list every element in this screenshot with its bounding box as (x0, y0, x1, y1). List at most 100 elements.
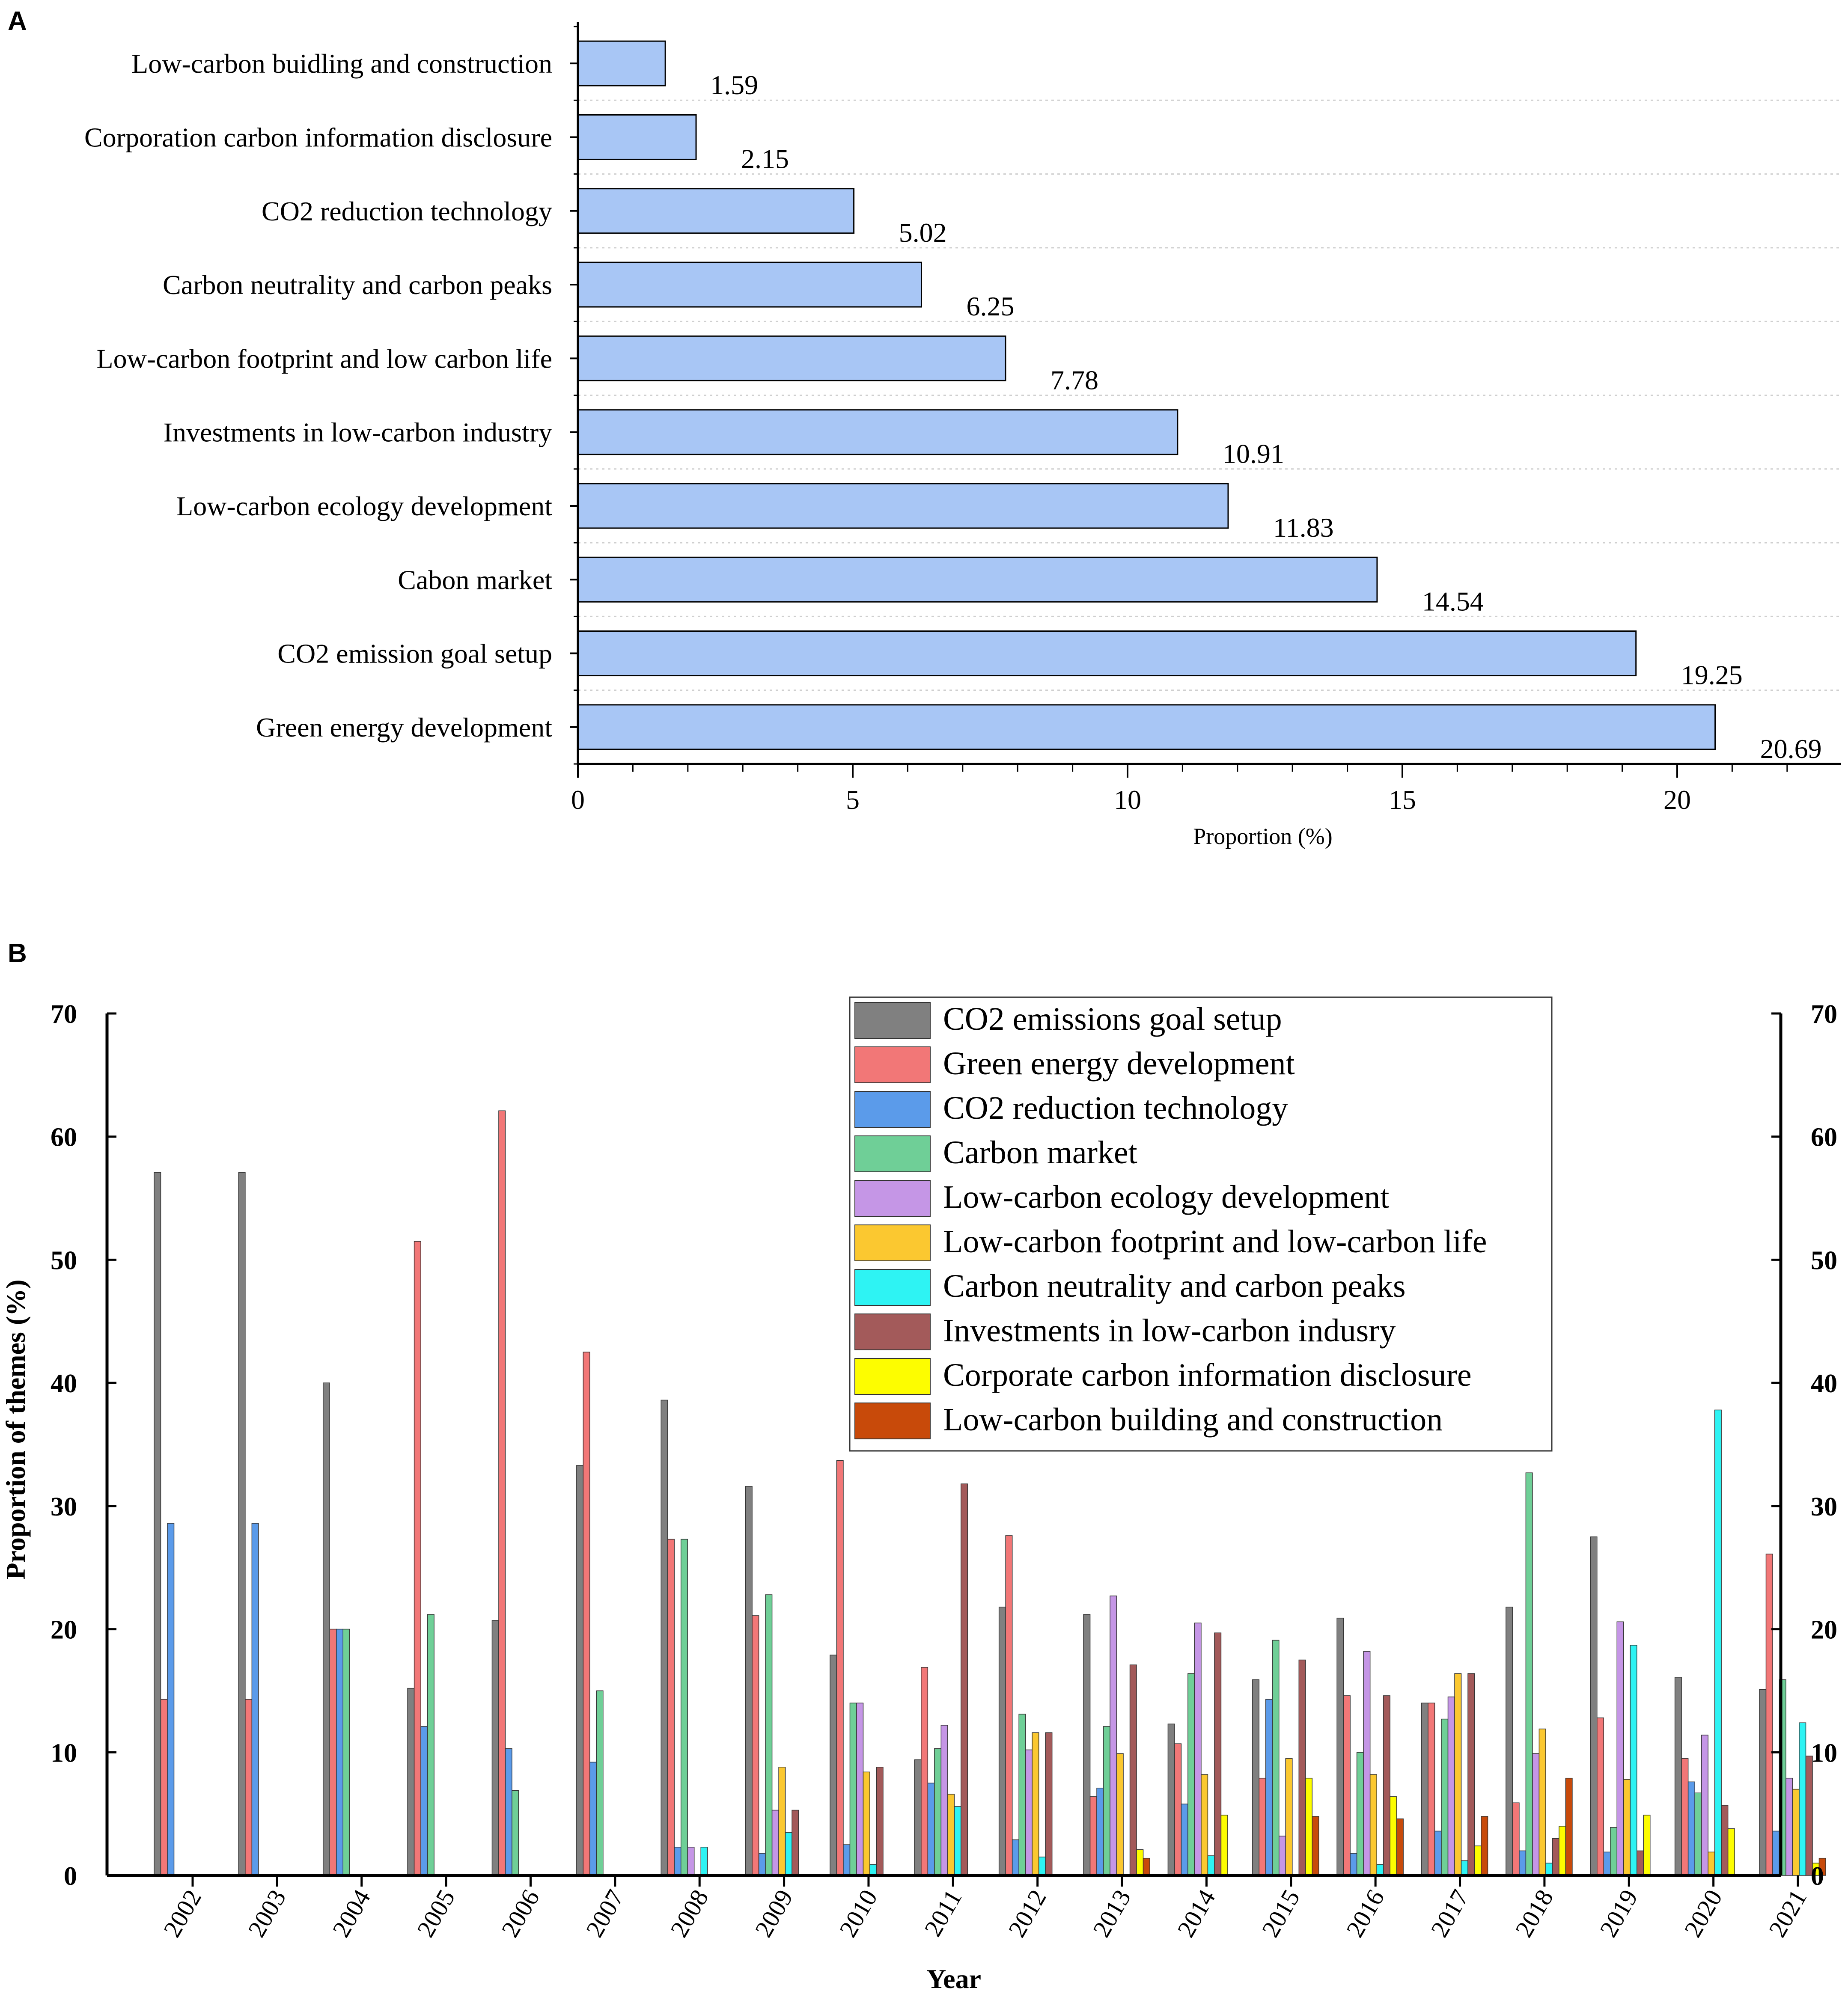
panel-a-category-label: Low-carbon buidling and construction (131, 48, 552, 79)
panel-b-x-tick-label: 2011 (919, 1885, 967, 1941)
panel-b-bar (1187, 1673, 1195, 1876)
panel-b-bar (1759, 1689, 1767, 1876)
panel-a-axes (577, 22, 1841, 765)
panel-a-x-axis-title: Proportion (%) (1193, 823, 1332, 849)
panel-b-bar (785, 1832, 792, 1876)
panel-b-bar (512, 1790, 519, 1876)
panel-b-bar (1045, 1732, 1053, 1876)
panel-a-bar (577, 188, 855, 234)
panel-b-bar (1818, 1857, 1826, 1876)
panel-b-bar (1461, 1860, 1468, 1876)
panel-b-bar (1336, 1617, 1344, 1876)
panel-b-x-tick-label: 2004 (327, 1885, 376, 1942)
panel-b-right-y-tick-label: 30 (1811, 1492, 1837, 1522)
panel-b-bar (1623, 1779, 1631, 1876)
panel-b-bar (160, 1699, 168, 1876)
panel-b-legend-swatch (854, 1091, 931, 1128)
panel-b-bar (1012, 1839, 1019, 1876)
panel-b-bar (596, 1690, 604, 1876)
panel-a-x-tick-label: 0 (571, 785, 585, 815)
panel-b-bar (961, 1483, 968, 1876)
panel-a-x-tick-label: 5 (846, 785, 860, 815)
panel-b-x-tick-label: 2020 (1679, 1885, 1728, 1942)
panel-b-bar (1174, 1743, 1182, 1876)
panel-b-bar (1721, 1805, 1729, 1876)
panel-b-bar (498, 1110, 506, 1876)
panel-a-x-tick-label: 15 (1389, 785, 1416, 815)
panel-b-bar (1343, 1695, 1351, 1876)
panel-b-x-tick-label: 2010 (834, 1885, 883, 1942)
panel-b-bar (407, 1688, 415, 1876)
panel-b-bar (1103, 1726, 1110, 1876)
panel-b-bar (1220, 1815, 1228, 1876)
panel-b-bar (505, 1748, 512, 1876)
panel-a-category-label: CO2 emission goal setup (277, 639, 552, 669)
panel-b-bar (167, 1523, 175, 1876)
panel-b-bar (927, 1783, 935, 1876)
panel-b-bar (1038, 1857, 1046, 1876)
panel-b-legend-swatch (854, 1135, 931, 1172)
panel-b-bar (1350, 1853, 1357, 1876)
panel-b-legend-swatch (854, 1180, 931, 1217)
panel-b-bar (1603, 1851, 1611, 1876)
panel-b-bar (1590, 1536, 1598, 1876)
panel-b-bar (1298, 1659, 1306, 1876)
panel-b-legend-swatch (854, 1403, 931, 1439)
panel-b-bar (1772, 1831, 1780, 1876)
panel-a-category-label: Green energy development (256, 712, 552, 743)
panel-b-x-tick-label: 2014 (1172, 1885, 1220, 1942)
panel-b-bar (1390, 1796, 1397, 1876)
panel-b-bar (1637, 1850, 1644, 1876)
panel-b-bar (1727, 1828, 1735, 1876)
panel-b-bar (1089, 1796, 1097, 1876)
panel-b-legend-label: Corporate carbon information disclosure (943, 1357, 1472, 1393)
panel-b-bar (921, 1667, 928, 1876)
panel-b-right-y-tick-label: 0 (1811, 1862, 1824, 1891)
panel-b-bar (1181, 1804, 1188, 1876)
panel-a-bar (577, 262, 922, 308)
panel-b-bar (1214, 1632, 1222, 1876)
panel-b-x-tick-label: 2005 (411, 1885, 460, 1942)
panel-b-bar (420, 1726, 428, 1876)
panel-a-bar-chart: A Low-carbon buidling and construction Co… (8, 6, 1841, 849)
panel-b-bar (836, 1460, 844, 1876)
panel-b-left-y-tick-label: 30 (51, 1492, 77, 1522)
panel-b-bar (1714, 1409, 1722, 1876)
panel-b-x-tick-label: 2016 (1341, 1885, 1390, 1942)
panel-b-bar (771, 1810, 779, 1876)
panel-a-value-labels: 1.59 2.15 5.02 6.25 7.78 10.91 11.83 14.54 19.25… (710, 70, 1821, 764)
panel-a-bar (577, 409, 1178, 455)
panel-a-label: A (8, 6, 27, 36)
panel-b-bar (1265, 1699, 1273, 1876)
panel-b-bar (1799, 1722, 1806, 1876)
panel-b-bar (589, 1762, 597, 1876)
panel-a-category-labels: Low-carbon buidling and construction Corp… (84, 48, 552, 743)
panel-b-bar (1525, 1472, 1533, 1876)
panel-b-bar (1805, 1756, 1813, 1876)
panel-b-bar (1441, 1718, 1449, 1876)
panel-a-category-label: CO2 reduction technology (262, 196, 552, 226)
panel-b-bar (1369, 1774, 1377, 1876)
panel-b-bar (1616, 1621, 1624, 1876)
panel-a-value-label: 6.25 (967, 291, 1015, 321)
panel-b-bar (758, 1853, 766, 1876)
panel-b-left-y-tick-label: 70 (51, 1000, 77, 1029)
panel-b-legend-label: Low-carbon footprint and low-carbon life (943, 1224, 1487, 1260)
panel-b-bar (849, 1703, 857, 1876)
panel-b-legend-swatch (854, 1046, 931, 1083)
panel-b-legend-swatch (854, 1269, 931, 1306)
panel-a-category-label: Low-carbon ecology development (176, 491, 552, 521)
panel-b-x-tick-label: 2007 (580, 1885, 629, 1942)
panel-b-x-tick-label: 2009 (750, 1885, 798, 1942)
panel-b-bar (687, 1847, 695, 1876)
panel-b-bar (1765, 1554, 1773, 1876)
panel-b-legend-label: Investments in low-carbon indusry (943, 1313, 1396, 1349)
panel-b-bar (1421, 1703, 1428, 1876)
panel-b-left-y-tick-label: 40 (51, 1369, 77, 1398)
panel-b-bar (1610, 1827, 1618, 1876)
panel-b-left-y-tick-label: 60 (51, 1123, 77, 1152)
panel-b-bar (1005, 1535, 1013, 1876)
panel-b-bar (1312, 1816, 1319, 1876)
panel-b-bar (1083, 1614, 1091, 1876)
